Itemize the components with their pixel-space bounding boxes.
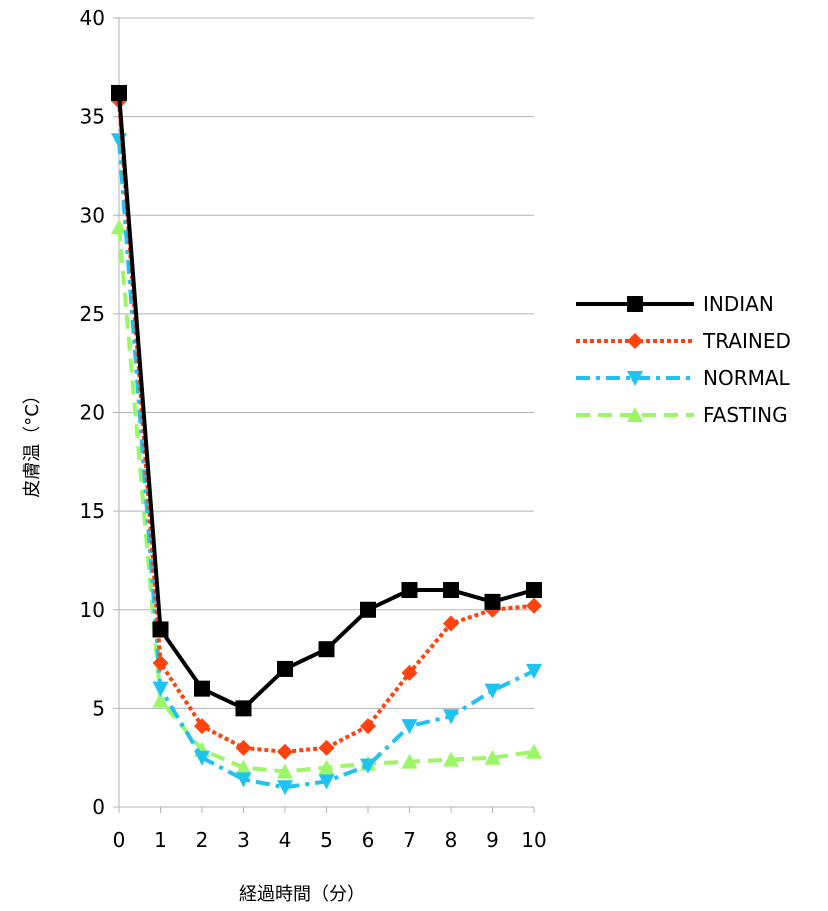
data-point bbox=[152, 681, 169, 697]
y-tick-label: 5 bbox=[92, 696, 105, 720]
x-tick-label: 0 bbox=[113, 828, 126, 852]
y-tick-labels: 0 5 10 15 20 25 30 35 40 bbox=[80, 6, 105, 819]
y-tick-label: 10 bbox=[80, 598, 105, 622]
legend-label: NORMAL bbox=[703, 366, 791, 390]
x-tick-label: 2 bbox=[196, 828, 209, 852]
series-fasting bbox=[111, 219, 542, 779]
data-point bbox=[111, 84, 127, 101]
x-tick-label: 6 bbox=[362, 828, 375, 852]
data-point bbox=[360, 758, 376, 774]
series-line bbox=[117, 226, 535, 774]
data-point bbox=[235, 739, 252, 756]
data-point bbox=[318, 774, 335, 790]
y-tick-label: 25 bbox=[80, 302, 105, 326]
x-tick-label: 9 bbox=[486, 828, 499, 852]
data-point bbox=[235, 772, 252, 788]
data-point bbox=[152, 655, 169, 672]
data-point bbox=[235, 700, 252, 717]
legend-label: FASTING bbox=[703, 403, 788, 427]
y-tick-label: 20 bbox=[80, 401, 105, 425]
x-tick-label: 4 bbox=[279, 828, 292, 852]
data-point bbox=[194, 718, 210, 735]
data-point bbox=[152, 692, 169, 708]
series-trained bbox=[111, 92, 542, 760]
gridlines bbox=[119, 17, 534, 709]
x-axis-title: 経過時間（分） bbox=[239, 884, 365, 905]
legend-label: TRAINED bbox=[702, 329, 791, 353]
data-point bbox=[318, 759, 335, 775]
data-point bbox=[360, 601, 376, 618]
y-axis-title: 皮膚温（°C） bbox=[22, 386, 43, 498]
data-point bbox=[526, 597, 542, 614]
data-point bbox=[443, 709, 459, 725]
data-point bbox=[318, 739, 335, 756]
series-indian bbox=[111, 84, 542, 717]
x-tick-label: 7 bbox=[403, 828, 416, 852]
data-point bbox=[235, 759, 252, 775]
x-tick-label: 1 bbox=[154, 828, 167, 852]
data-point bbox=[360, 718, 376, 735]
series-line bbox=[117, 92, 535, 711]
data-point bbox=[277, 743, 293, 760]
x-tick-labels: 0 1 2 3 4 5 6 7 8 9 10 bbox=[113, 828, 547, 852]
data-point bbox=[443, 615, 459, 632]
data-point bbox=[194, 680, 210, 697]
data-point bbox=[526, 582, 542, 599]
legend-marker bbox=[627, 407, 643, 422]
data-point bbox=[526, 663, 542, 679]
x-tick-label: 5 bbox=[320, 828, 333, 852]
legend-marker bbox=[627, 333, 643, 349]
data-point bbox=[484, 683, 501, 699]
data-point bbox=[401, 664, 418, 681]
series-line bbox=[117, 140, 535, 790]
legend-item-fasting: FASTING bbox=[576, 403, 788, 427]
series-line bbox=[117, 100, 535, 754]
legend-item-trained: TRAINED bbox=[576, 329, 791, 353]
data-point bbox=[318, 641, 335, 658]
data-point bbox=[443, 751, 459, 767]
y-tick-label: 0 bbox=[92, 795, 105, 819]
data-point bbox=[277, 763, 293, 779]
axes bbox=[113, 17, 535, 813]
series-group bbox=[111, 84, 542, 796]
data-point bbox=[484, 749, 501, 765]
y-tick-label: 15 bbox=[80, 499, 105, 523]
legend: INDIAN TRAINED NORMAL FASTING bbox=[576, 292, 791, 427]
legend-marker bbox=[627, 371, 643, 386]
legend-item-indian: INDIAN bbox=[576, 292, 774, 316]
y-tick-label: 35 bbox=[80, 105, 105, 129]
data-point bbox=[152, 621, 169, 638]
data-point bbox=[401, 753, 418, 769]
x-tick-label: 10 bbox=[521, 828, 546, 852]
data-point bbox=[401, 719, 418, 735]
legend-item-normal: NORMAL bbox=[576, 366, 791, 390]
y-tick-label: 40 bbox=[80, 6, 105, 30]
data-point bbox=[401, 582, 418, 599]
series-normal bbox=[111, 133, 542, 796]
legend-label: INDIAN bbox=[703, 292, 774, 316]
data-point bbox=[484, 593, 501, 610]
data-point bbox=[277, 660, 293, 677]
data-point bbox=[526, 743, 542, 759]
data-point bbox=[277, 780, 293, 796]
x-tick-label: 8 bbox=[445, 828, 458, 852]
y-tick-label: 30 bbox=[80, 203, 105, 227]
data-point bbox=[111, 219, 127, 235]
data-point bbox=[443, 582, 459, 599]
data-point bbox=[194, 750, 210, 766]
legend-marker bbox=[627, 296, 643, 312]
x-tick-label: 3 bbox=[237, 828, 250, 852]
